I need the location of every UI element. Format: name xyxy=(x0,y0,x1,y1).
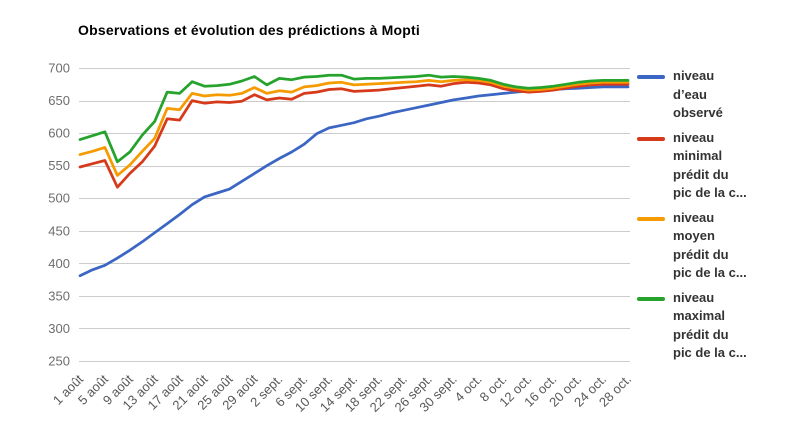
legend-label-line: niveau xyxy=(673,129,715,145)
y-axis-label: 700 xyxy=(48,61,70,76)
chart-legend: niveau d’eau observé niveau minimal prédit du… xyxy=(637,67,801,369)
y-axis-label: 350 xyxy=(48,288,70,303)
x-axis-label: 4 oct. xyxy=(452,372,485,405)
legend-label-line: niveau xyxy=(673,68,715,83)
legend-label-line: observé xyxy=(673,105,723,120)
legend-label-line: pic de la c... xyxy=(673,265,747,280)
legend-label-line: d’eau xyxy=(673,86,707,102)
legend-label-line: maximal xyxy=(673,308,726,323)
legend-swatch-maximal xyxy=(637,296,665,301)
y-axis-label: 500 xyxy=(48,191,70,206)
legend-label-line: prédit du xyxy=(673,246,729,262)
legend-item-minimal[interactable]: niveau minimal prédit du pic de la c... xyxy=(637,129,801,203)
legend-label-maximal: niveau maximal prédit du pic de la c... xyxy=(673,289,747,363)
legend-label-line: moyen xyxy=(673,228,715,243)
legend-label-line: prédit du xyxy=(673,326,729,342)
y-axis-label: 600 xyxy=(48,126,70,141)
legend-label-minimal: niveau minimal prédit du pic de la c... xyxy=(673,129,747,203)
legend-item-maximal[interactable]: niveau maximal prédit du pic de la c... xyxy=(637,289,801,363)
series-line-observe xyxy=(78,85,630,278)
y-axis-label: 550 xyxy=(48,158,70,173)
y-axis-label: 400 xyxy=(48,256,70,271)
legend-item-moyen[interactable]: niveau moyen prédit du pic de la c... xyxy=(637,209,801,283)
legend-label-line: pic de la c... xyxy=(673,345,747,360)
series-line-minimal xyxy=(78,80,630,189)
legend-swatch-moyen xyxy=(637,216,665,221)
chart-title: Observations et évolution des prédiction… xyxy=(78,22,420,38)
legend-label-moyen: niveau moyen prédit du pic de la c... xyxy=(673,209,747,283)
y-axis-label: 300 xyxy=(48,321,70,336)
series-line-maximal xyxy=(78,73,630,164)
legend-label-line: minimal xyxy=(673,148,723,163)
y-axis-label: 450 xyxy=(48,223,70,238)
legend-label-line: niveau xyxy=(673,289,715,305)
legend-swatch-minimal xyxy=(637,136,665,141)
legend-label-line: pic de la c... xyxy=(673,185,747,200)
legend-label-line: niveau xyxy=(673,209,715,225)
y-axis-label: 250 xyxy=(48,354,70,369)
series-line-moyen xyxy=(78,78,630,177)
legend-item-observe[interactable]: niveau d’eau observé xyxy=(637,67,801,123)
legend-label-observe: niveau d’eau observé xyxy=(673,67,723,123)
legend-swatch-observe xyxy=(637,75,665,79)
legend-label-line: prédit du xyxy=(673,166,729,182)
y-axis-label: 650 xyxy=(48,93,70,108)
